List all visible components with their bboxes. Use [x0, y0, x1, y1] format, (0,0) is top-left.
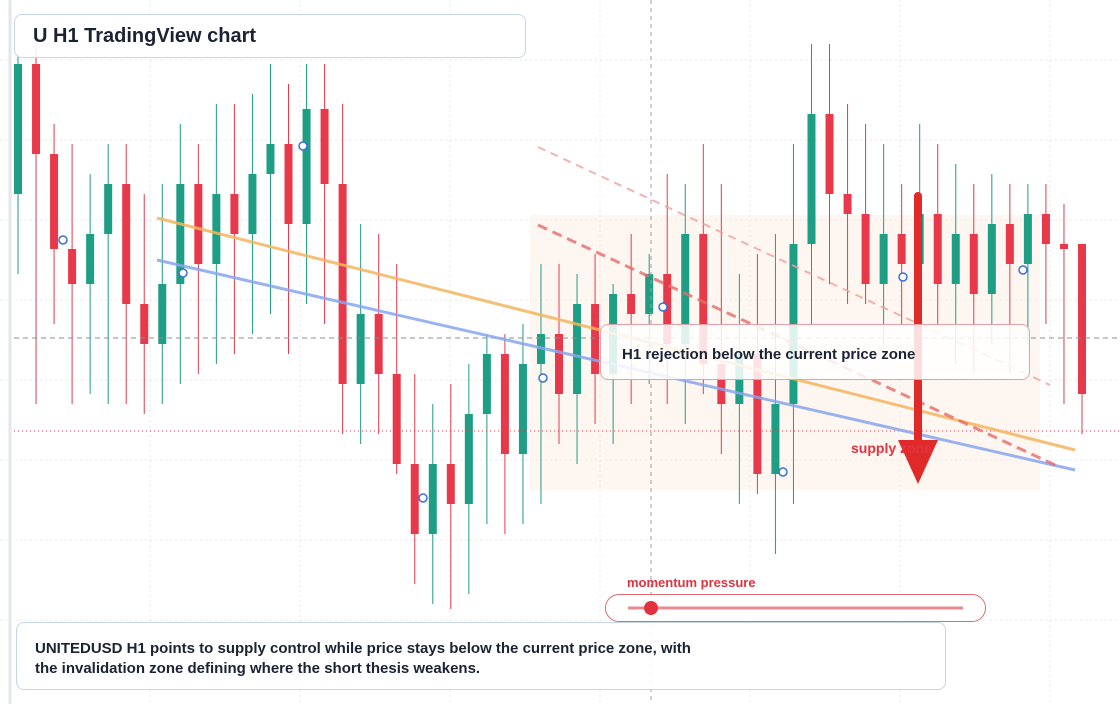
- candle-body: [248, 174, 257, 234]
- candle-body: [302, 109, 311, 224]
- markers: [58, 141, 1028, 503]
- summary-line: UNITEDUSD H1 points to supply control wh…: [35, 640, 691, 657]
- candle-body: [771, 404, 780, 474]
- candle-body: [140, 304, 149, 344]
- zone-label: supply zone: [851, 440, 932, 456]
- candle-body: [825, 114, 834, 194]
- candle-body: [807, 114, 816, 244]
- candle-body: [500, 354, 509, 454]
- candle-body: [104, 184, 113, 234]
- summary: UNITEDUSD H1 points to supply control wh…: [16, 622, 946, 690]
- candle-body: [645, 274, 654, 314]
- candle-body: [446, 464, 455, 504]
- candle-body: [212, 194, 221, 264]
- trendline-pink: [537, 146, 1051, 386]
- candle-body: [428, 464, 437, 534]
- candle-body: [50, 154, 59, 249]
- candle-body: [933, 214, 942, 284]
- summary-line: the invalidation zone defining where the…: [35, 660, 481, 677]
- candle-body: [591, 304, 600, 374]
- candle-body: [879, 234, 888, 284]
- candle-body: [627, 294, 636, 314]
- candle-body: [374, 314, 383, 374]
- slider-track: [628, 601, 963, 615]
- candle-body: [122, 184, 131, 304]
- down-arrow: [898, 192, 938, 484]
- candle-body: [158, 284, 167, 344]
- candle-body: [338, 184, 347, 384]
- candle-body: [464, 414, 473, 504]
- candle-body: [699, 234, 708, 364]
- candle-body: [68, 249, 77, 284]
- candle-body: [86, 234, 95, 284]
- candle-body: [951, 234, 960, 284]
- candle-body: [753, 354, 762, 474]
- candle-body: [1041, 214, 1050, 244]
- candle-body: [32, 64, 41, 154]
- candle-body: [681, 234, 690, 344]
- candle-body: [320, 109, 329, 184]
- title: U H1 TradingView chart: [14, 14, 526, 58]
- candle-body: [518, 364, 527, 454]
- candle-body: [392, 374, 401, 464]
- candle-body: [1059, 244, 1068, 249]
- candle-body: [897, 234, 906, 264]
- callout: H1 rejection below the current price zon…: [600, 324, 1030, 380]
- candle-body: [356, 314, 365, 384]
- candle-body: [1078, 244, 1086, 394]
- candle-body: [14, 64, 22, 194]
- candle-body: [969, 234, 978, 294]
- candle-body: [194, 184, 203, 264]
- candle-body: [1023, 214, 1032, 264]
- candle-body: [176, 184, 185, 284]
- candle-body: [1005, 224, 1014, 264]
- candle-body: [230, 194, 239, 234]
- momentum-slider[interactable]: [605, 594, 986, 622]
- candle-body: [843, 194, 852, 214]
- candle-body: [482, 354, 491, 414]
- candle-body: [266, 144, 275, 174]
- momentum-label: momentum pressure: [627, 575, 756, 590]
- candle-body: [861, 214, 870, 284]
- candle-body: [717, 364, 726, 404]
- candle-body: [987, 224, 996, 294]
- candle-body: [573, 304, 582, 394]
- candle-body: [284, 144, 293, 224]
- candle-body: [410, 464, 419, 534]
- candle-body: [555, 334, 564, 394]
